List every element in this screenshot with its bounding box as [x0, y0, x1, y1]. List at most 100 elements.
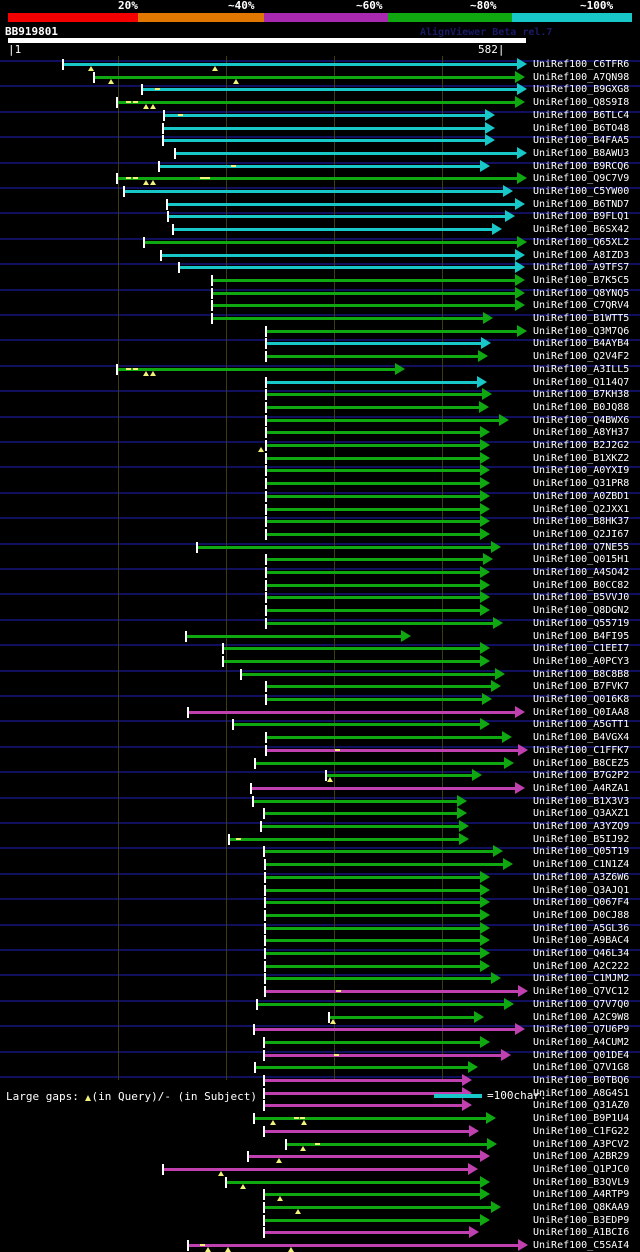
- alignment-row[interactable]: UniRef100_A1BCI6: [0, 1226, 640, 1239]
- alignment-bar[interactable]: [162, 1167, 468, 1171]
- alignment-bar[interactable]: [232, 723, 480, 727]
- sequence-label[interactable]: UniRef100_C1N1Z4: [533, 859, 630, 871]
- sequence-label[interactable]: UniRef100_B9P1U4: [533, 1113, 630, 1125]
- alignment-row[interactable]: UniRef100_Q31PR8: [0, 477, 640, 490]
- alignment-row[interactable]: UniRef100_B7KH38: [0, 388, 640, 401]
- alignment-row[interactable]: UniRef100_A3YZQ9: [0, 820, 640, 833]
- alignment-bar[interactable]: [265, 456, 480, 460]
- alignment-row[interactable]: UniRef100_C5SAI4: [0, 1239, 640, 1252]
- sequence-label[interactable]: UniRef100_Q2JXX1: [533, 503, 630, 515]
- alignment-bar[interactable]: [265, 355, 478, 359]
- sequence-label[interactable]: UniRef100_A8IZD3: [533, 249, 630, 261]
- alignment-row[interactable]: UniRef100_B3QVL9: [0, 1175, 640, 1189]
- alignment-row[interactable]: UniRef100_B8CEZ5: [0, 756, 640, 770]
- alignment-row[interactable]: UniRef100_B6TO48: [0, 121, 640, 135]
- alignment-row[interactable]: UniRef100_B5IJ92: [0, 832, 640, 846]
- alignment-row[interactable]: UniRef100_B7G2P2: [0, 769, 640, 783]
- alignment-bar[interactable]: [240, 672, 495, 676]
- sequence-label[interactable]: UniRef100_C6TFR6: [533, 59, 630, 70]
- alignment-row[interactable]: UniRef100_B7K5C5: [0, 273, 640, 287]
- alignment-bar[interactable]: [265, 685, 491, 689]
- alignment-row[interactable]: UniRef100_C1EEI7: [0, 642, 640, 655]
- sequence-label[interactable]: UniRef100_A9BAC4: [533, 935, 630, 947]
- alignment-row[interactable]: UniRef100_A9TFS7: [0, 261, 640, 274]
- alignment-bar[interactable]: [265, 494, 480, 498]
- sequence-label[interactable]: UniRef100_A1BCI6: [533, 1227, 630, 1239]
- alignment-bar[interactable]: [265, 431, 480, 435]
- alignment-bar[interactable]: [62, 63, 517, 66]
- sequence-label[interactable]: UniRef100_C1FFK7: [533, 744, 630, 756]
- alignment-row[interactable]: UniRef100_B8C8B8: [0, 667, 640, 681]
- alignment-row[interactable]: UniRef100_Q016K8: [0, 693, 640, 706]
- sequence-label[interactable]: UniRef100_B6TND7: [533, 198, 630, 210]
- sequence-label[interactable]: UniRef100_A3Z6W6: [533, 871, 630, 883]
- alignment-row[interactable]: UniRef100_C1N1Z4: [0, 858, 640, 871]
- alignment-row[interactable]: UniRef100_C1MJM2: [0, 972, 640, 985]
- alignment-row[interactable]: UniRef100_Q9C7V9: [0, 172, 640, 186]
- alignment-row[interactable]: UniRef100_Q7V7Q0: [0, 997, 640, 1011]
- alignment-bar[interactable]: [263, 1129, 469, 1133]
- alignment-row[interactable]: UniRef100_Q01DE4: [0, 1048, 640, 1062]
- sequence-label[interactable]: UniRef100_C1FG22: [533, 1125, 630, 1137]
- alignment-bar[interactable]: [264, 888, 480, 892]
- alignment-bar[interactable]: [143, 240, 517, 244]
- alignment-row[interactable]: UniRef100_Q067F4: [0, 896, 640, 909]
- sequence-label[interactable]: UniRef100_Q46L34: [533, 948, 630, 959]
- sequence-label[interactable]: UniRef100_B1XKZ2: [533, 452, 630, 464]
- alignment-bar[interactable]: [265, 482, 480, 486]
- alignment-bar[interactable]: [265, 380, 477, 384]
- alignment-row[interactable]: UniRef100_B6TND7: [0, 197, 640, 211]
- alignment-row[interactable]: UniRef100_B4FI95: [0, 629, 640, 643]
- alignment-row[interactable]: UniRef100_A4CUM2: [0, 1035, 640, 1049]
- alignment-row[interactable]: UniRef100_C1FG22: [0, 1124, 640, 1138]
- sequence-label[interactable]: UniRef100_B8C8B8: [533, 668, 630, 680]
- alignment-row[interactable]: UniRef100_C1FFK7: [0, 743, 640, 757]
- alignment-row[interactable]: UniRef100_B6SX42: [0, 223, 640, 236]
- alignment-bar[interactable]: [264, 990, 518, 994]
- sequence-label[interactable]: UniRef100_Q3AJQ1: [533, 884, 630, 896]
- alignment-row[interactable]: UniRef100_A4RZA1: [0, 781, 640, 795]
- sequence-label[interactable]: UniRef100_A9TFS7: [533, 262, 630, 274]
- alignment-row[interactable]: UniRef100_Q7VC12: [0, 985, 640, 998]
- alignment-row[interactable]: UniRef100_Q2JXX1: [0, 502, 640, 516]
- sequence-label[interactable]: UniRef100_A0PCY3: [533, 655, 630, 667]
- alignment-row[interactable]: UniRef100_A0YXI9: [0, 464, 640, 477]
- alignment-bar[interactable]: [264, 863, 503, 867]
- alignment-row[interactable]: UniRef100_D0CJ88: [0, 908, 640, 922]
- alignment-row[interactable]: UniRef100_Q46L34: [0, 947, 640, 960]
- alignment-bar[interactable]: [264, 939, 480, 943]
- alignment-row[interactable]: UniRef100_B9GXG8: [0, 83, 640, 96]
- alignment-bar[interactable]: [265, 469, 480, 473]
- sequence-label[interactable]: UniRef100_C1MJM2: [533, 973, 630, 985]
- sequence-label[interactable]: UniRef100_Q0IAA8: [533, 706, 630, 718]
- alignment-row[interactable]: UniRef100_A3Z6W6: [0, 870, 640, 884]
- sequence-label[interactable]: UniRef100_A2BR29: [533, 1151, 630, 1163]
- sequence-label[interactable]: UniRef100_Q1PJC0: [533, 1163, 630, 1175]
- alignment-row[interactable]: UniRef100_Q3AJQ1: [0, 883, 640, 897]
- alignment-bar[interactable]: [162, 126, 485, 130]
- sequence-label[interactable]: UniRef100_Q9C7V9: [533, 173, 630, 185]
- alignment-row[interactable]: UniRef100_Q31AZ0: [0, 1099, 640, 1112]
- sequence-label[interactable]: UniRef100_A2C222: [533, 960, 630, 972]
- sequence-label[interactable]: UniRef100_Q01DE4: [533, 1049, 630, 1061]
- alignment-row[interactable]: UniRef100_A2BR29: [0, 1150, 640, 1164]
- alignment-bar[interactable]: [265, 571, 480, 574]
- sequence-label[interactable]: UniRef100_B6TO48: [533, 122, 630, 134]
- alignment-row[interactable]: UniRef100_Q1PJC0: [0, 1162, 640, 1176]
- alignment-bar[interactable]: [254, 761, 504, 765]
- alignment-bar[interactable]: [252, 799, 457, 803]
- sequence-label[interactable]: UniRef100_C7QRV4: [533, 300, 630, 312]
- sequence-label[interactable]: UniRef100_Q016K8: [533, 694, 630, 705]
- sequence-label[interactable]: UniRef100_A2C9W8: [533, 1011, 630, 1023]
- alignment-bar[interactable]: [116, 177, 517, 181]
- alignment-row[interactable]: UniRef100_A4RTP9: [0, 1188, 640, 1202]
- alignment-bar[interactable]: [162, 139, 485, 143]
- alignment-bar[interactable]: [196, 545, 491, 549]
- alignment-bar[interactable]: [263, 1091, 462, 1095]
- sequence-label[interactable]: UniRef100_B8AWU3: [533, 147, 630, 159]
- alignment-bar[interactable]: [265, 532, 480, 536]
- alignment-row[interactable]: UniRef100_A0PCY3: [0, 654, 640, 668]
- alignment-bar[interactable]: [265, 583, 480, 587]
- alignment-row[interactable]: UniRef100_Q8YNQ5: [0, 286, 640, 300]
- alignment-bar[interactable]: [264, 913, 480, 917]
